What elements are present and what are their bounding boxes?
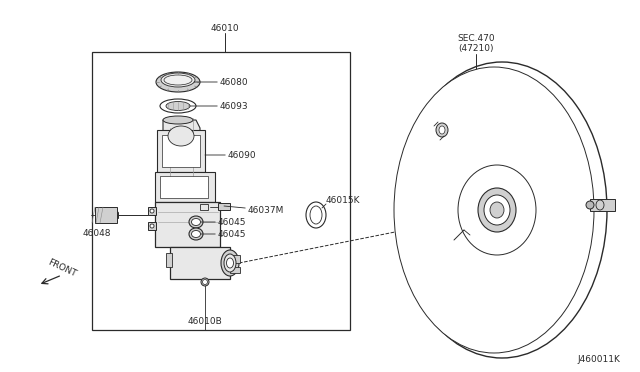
Ellipse shape: [191, 218, 200, 225]
Ellipse shape: [586, 201, 594, 209]
Ellipse shape: [150, 209, 154, 213]
Ellipse shape: [160, 99, 196, 113]
Ellipse shape: [224, 254, 236, 272]
Bar: [148, 207, 156, 215]
Bar: [170, 247, 230, 279]
Bar: [590, 199, 615, 211]
Text: 46010: 46010: [211, 23, 239, 32]
Ellipse shape: [221, 250, 239, 276]
Text: 46045: 46045: [201, 218, 246, 227]
Ellipse shape: [163, 116, 193, 124]
Ellipse shape: [202, 279, 207, 285]
Bar: [155, 202, 220, 247]
Text: FRONT: FRONT: [46, 257, 77, 279]
Ellipse shape: [439, 126, 445, 134]
Ellipse shape: [306, 202, 326, 228]
Ellipse shape: [310, 206, 322, 224]
Text: 46080: 46080: [194, 77, 248, 87]
Ellipse shape: [458, 165, 536, 255]
Ellipse shape: [166, 102, 190, 110]
Text: 46015K: 46015K: [326, 196, 360, 205]
Ellipse shape: [150, 224, 154, 228]
Bar: [155, 172, 215, 202]
Bar: [160, 176, 208, 198]
Text: 46010B: 46010B: [188, 317, 222, 327]
Text: J460011K: J460011K: [577, 356, 620, 365]
Polygon shape: [163, 120, 200, 185]
Bar: [162, 135, 200, 167]
Ellipse shape: [484, 195, 510, 225]
Ellipse shape: [156, 72, 200, 92]
Ellipse shape: [227, 258, 234, 268]
Ellipse shape: [164, 75, 192, 85]
Ellipse shape: [168, 126, 194, 146]
Ellipse shape: [397, 62, 607, 358]
Ellipse shape: [436, 123, 448, 137]
Bar: [157, 130, 205, 172]
Bar: [200, 204, 208, 210]
Ellipse shape: [189, 228, 203, 240]
Bar: [148, 222, 156, 230]
Text: 46037M: 46037M: [224, 205, 284, 215]
Bar: [92, 52, 350, 330]
Ellipse shape: [191, 231, 200, 237]
Ellipse shape: [201, 278, 209, 286]
Bar: [166, 253, 172, 267]
Bar: [230, 267, 240, 273]
Text: 46090: 46090: [205, 151, 257, 160]
Bar: [218, 203, 230, 210]
Text: SEC.470: SEC.470: [457, 33, 495, 42]
Text: (47210): (47210): [458, 44, 493, 52]
Ellipse shape: [478, 188, 516, 232]
Ellipse shape: [596, 200, 604, 210]
Text: 46048: 46048: [83, 228, 111, 237]
Bar: [95, 207, 117, 223]
Text: 46045: 46045: [201, 230, 246, 238]
Ellipse shape: [394, 67, 594, 353]
Ellipse shape: [490, 202, 504, 218]
Ellipse shape: [189, 216, 203, 228]
Bar: [230, 255, 240, 263]
Text: 46093: 46093: [190, 102, 248, 110]
Ellipse shape: [161, 73, 195, 87]
